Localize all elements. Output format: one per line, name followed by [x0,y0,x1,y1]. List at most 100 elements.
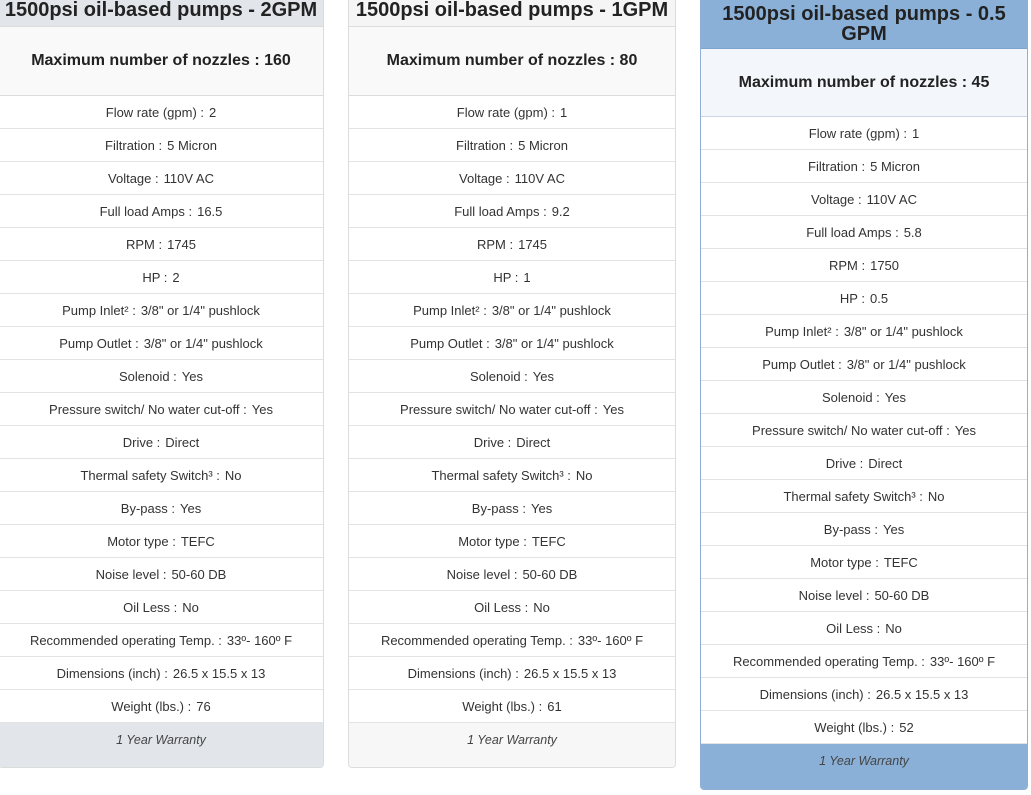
spec-value: 5 Micron [167,137,217,153]
spec-row: Recommended operating Temp. :33º- 160º F [701,645,1027,678]
max-nozzles: Maximum number of nozzles : 80 [349,27,675,96]
spec-value: 5 Micron [870,158,920,174]
spec-value: 50-60 DB [171,566,227,582]
spec-value: Direct [165,434,200,450]
spec-row: By-pass : Yes [0,492,323,525]
spec-row: Recommended operating Temp. :33º- 160º F [0,624,323,657]
spec-label: Dimensions (inch) : [56,665,168,681]
spec-label: Filtration : [456,137,514,153]
spec-value: Yes [251,401,273,417]
spec-row: RPM :1750 [701,249,1027,282]
spec-label: RPM : [476,236,514,252]
spec-label: Weight (lbs.) : [111,698,192,714]
spec-label: Pump Inlet² : [62,302,136,318]
spec-label: Voltage : [108,170,159,186]
spec-value: 2 [172,269,180,285]
spec-label: Full load Amps : [806,224,899,240]
spec-row: Drive : Direct [701,447,1027,480]
spec-label: Solenoid : [821,389,880,405]
spec-value: 26.5 x 15.5 x 13 [172,665,266,681]
spec-value: 0.5 [869,290,889,306]
spec-label: Thermal safety Switch³ : [80,467,220,483]
spec-value: TEFC [883,554,918,570]
spec-value: 3/8" or 1/4" pushlock [843,323,963,339]
spec-label: Voltage : [459,170,510,186]
spec-row: Full load Amps :5.8 [701,216,1027,249]
spec-label: Oil Less : [826,620,881,636]
spec-row: Recommended operating Temp. :33º- 160º F [349,624,675,657]
spec-row: Weight (lbs.) :76 [0,690,323,723]
spec-row: HP :0.5 [701,282,1027,315]
spec-label: Recommended operating Temp. : [732,653,925,669]
spec-value: 3/8" or 1/4" pushlock [491,302,611,318]
spec-label: Filtration : [808,158,866,174]
spec-value: Yes [181,368,204,384]
spec-label: RPM : [828,257,866,273]
spec-label: Dimensions (inch) : [759,686,871,702]
spec-row: Dimensions (inch) :26.5 x 15.5 x 13 [701,678,1027,711]
warranty-footer: 1 Year Warranty [0,723,323,767]
pricing-card-0-5gpm: 1500psi oil-based pumps - 0.5 GPM Maximu… [700,0,1028,790]
spec-value: No [533,599,550,615]
spec-label: Noise level : [798,587,870,603]
spec-label: Pressure switch/ No water cut-off : [752,422,950,438]
spec-label: Oil Less : [123,599,178,615]
spec-label: Pressure switch/ No water cut-off : [400,401,598,417]
spec-value: 5.8 [903,224,922,240]
spec-row: Dimensions (inch) :26.5 x 15.5 x 13 [349,657,675,690]
spec-label: Solenoid : [118,368,177,384]
spec-value: Direct [868,455,903,471]
spec-value: 1 [912,125,920,141]
spec-label: HP : [142,269,168,285]
spec-row: Noise level :50-60 DB [0,558,323,591]
spec-value: 3/8" or 1/4" pushlock [143,335,263,351]
spec-row: Voltage :110V AC [349,162,675,195]
spec-row: By-pass : Yes [349,492,675,525]
spec-value: Yes [532,368,555,384]
card-title: 1500psi oil-based pumps - 2GPM [0,0,323,27]
pricing-card-2gpm: 1500psi oil-based pumps - 2GPM Maximum n… [0,0,324,768]
spec-label: Flow rate (gpm) : [808,125,907,141]
spec-row: Weight (lbs.) :61 [349,690,675,723]
spec-value: 5 Micron [518,137,568,153]
spec-value: 1 [523,269,531,285]
spec-row: Solenoid : Yes [0,360,323,393]
spec-row: Full load Amps :9.2 [349,195,675,228]
spec-value: TEFC [531,533,566,549]
spec-label: Pump Inlet² : [765,323,839,339]
spec-label: HP : [839,290,865,306]
spec-value: 52 [899,719,914,735]
spec-value: 76 [196,698,211,714]
spec-row: Pressure switch/ No water cut-off : Yes [701,414,1027,447]
pricing-card-1gpm: 1500psi oil-based pumps - 1GPM Maximum n… [348,0,676,768]
spec-value: Yes [882,521,905,537]
spec-value: Yes [602,401,624,417]
spec-row: Pump Inlet² :3/8" or 1/4" pushlock [349,294,675,327]
spec-label: RPM : [125,236,163,252]
spec-label: Recommended operating Temp. : [29,632,222,648]
spec-row: Filtration :5 Micron [349,129,675,162]
spec-value: 26.5 x 15.5 x 13 [875,686,969,702]
spec-row: Thermal safety Switch³ : No [701,480,1027,513]
spec-row: Pump Outlet :3/8" or 1/4" pushlock [349,327,675,360]
spec-list: Flow rate (gpm) :1 Filtration :5 Micron Vo… [349,96,675,723]
spec-label: By-pass : [120,500,175,516]
spec-value: Yes [179,500,202,516]
spec-value: No [575,467,593,483]
spec-row: RPM :1745 [349,228,675,261]
spec-label: HP : [493,269,519,285]
spec-value: 33º- 160º F [226,632,293,648]
spec-value: No [927,488,945,504]
spec-value: 1 [560,104,568,120]
spec-row: Motor type : TEFC [349,525,675,558]
spec-label: Flow rate (gpm) : [105,104,204,120]
spec-label: Recommended operating Temp. : [380,632,573,648]
spec-label: Pressure switch/ No water cut-off : [49,401,247,417]
spec-label: Voltage : [811,191,862,207]
spec-value: 50-60 DB [874,587,930,603]
card-title: 1500psi oil-based pumps - 1GPM [349,0,675,27]
spec-row: Dimensions (inch) :26.5 x 15.5 x 13 [0,657,323,690]
spec-row: RPM :1745 [0,228,323,261]
spec-value: No [224,467,242,483]
spec-label: Drive : [825,455,864,471]
